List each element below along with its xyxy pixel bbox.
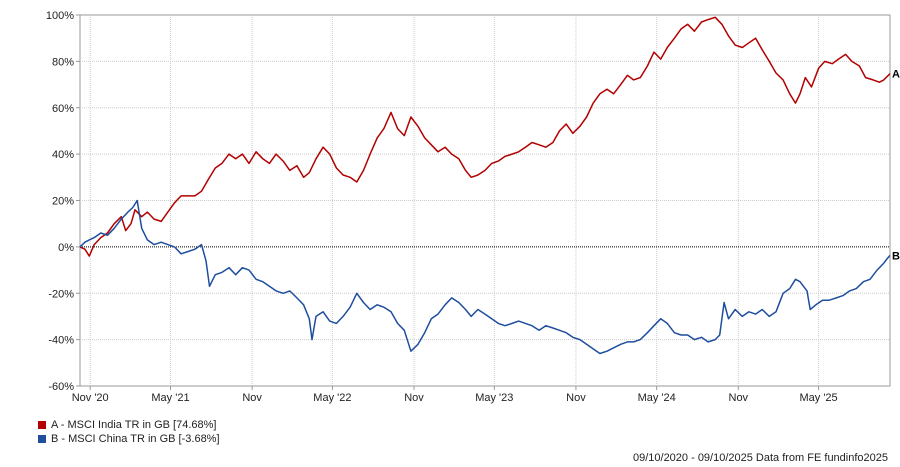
x-tick-label: Nov <box>566 392 586 404</box>
end-label-a: A <box>892 69 900 81</box>
grid-lines <box>80 15 890 386</box>
legend-label-b: B - MSCI China TR in GB [-3.68%] <box>51 433 220 445</box>
x-tick-label: May '25 <box>799 392 837 404</box>
x-tick-label: May '21 <box>151 392 189 404</box>
y-tick-label: 20% <box>52 196 74 208</box>
end-label-b: B <box>892 250 900 262</box>
end-labels: AB <box>892 69 900 263</box>
legend-swatch-b <box>38 435 46 443</box>
y-tick-label: -20% <box>48 288 74 300</box>
x-tick-label: Nov <box>729 392 749 404</box>
x-tick-label: Nov <box>404 392 424 404</box>
y-tick-label: 100% <box>46 10 74 22</box>
x-tick-label: Nov <box>242 392 262 404</box>
legend: A - MSCI India TR in GB [74.68%] B - MSC… <box>38 418 220 446</box>
legend-swatch-a <box>38 421 46 429</box>
legend-label-a: A - MSCI India TR in GB [74.68%] <box>51 419 217 431</box>
footer-source: 09/10/2020 - 09/10/2025 Data from FE fun… <box>632 452 888 464</box>
y-tick-label: 60% <box>52 103 74 115</box>
y-tick-label: 80% <box>52 56 74 68</box>
performance-chart: 100% 80% 60% 40% 20% 0% -20% -40% -60% Nov '20 Ma… <box>46 10 900 404</box>
y-tick-label: 40% <box>52 149 74 161</box>
x-tick-label: Nov '20 <box>72 392 109 404</box>
y-tick-label: -40% <box>48 335 74 347</box>
x-tick-label: May '23 <box>475 392 513 404</box>
y-tick-label: 0% <box>58 242 74 254</box>
y-tick-label: -60% <box>48 381 74 393</box>
x-axis: Nov '20 May '21 Nov May '22 Nov May '23 Nov May… <box>72 386 838 404</box>
legend-item-b: B - MSCI China TR in GB [-3.68%] <box>38 432 220 446</box>
legend-item-a: A - MSCI India TR in GB [74.68%] <box>38 418 220 432</box>
x-tick-label: May '22 <box>313 392 351 404</box>
series-line-a <box>79 16 891 257</box>
series-line-b <box>79 199 891 355</box>
y-axis: 100% 80% 60% 40% 20% 0% -20% -40% -60% <box>46 10 80 393</box>
x-tick-label: May '24 <box>638 392 676 404</box>
series-group <box>79 16 891 355</box>
